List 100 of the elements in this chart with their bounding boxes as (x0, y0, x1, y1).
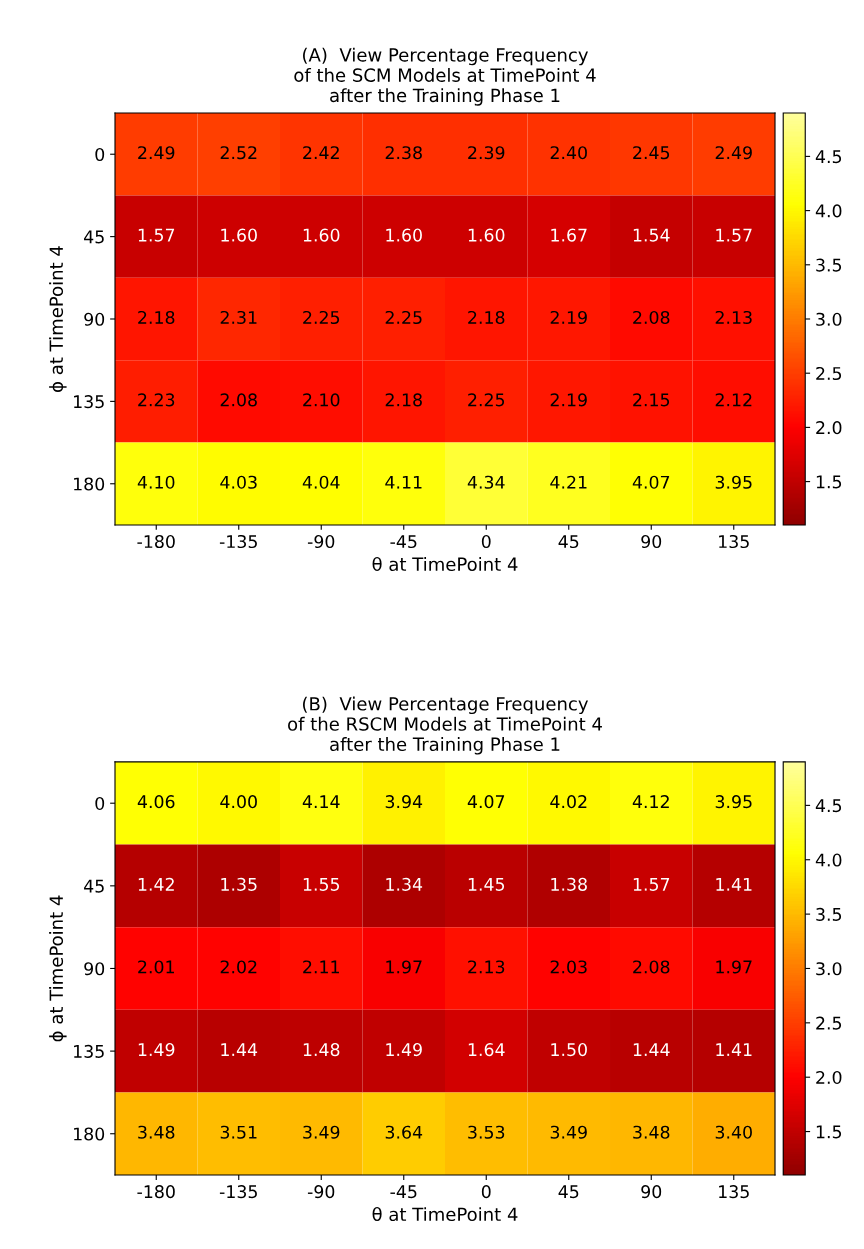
color-bar-label: 1.5 (816, 475, 842, 489)
data-label: 2.01 (138, 960, 174, 974)
x-tick-label: 90 (641, 1185, 662, 1199)
data-label: 4.02 (550, 795, 587, 809)
data-label: 4.03 (220, 475, 257, 489)
color-bar-label: 2.5 (816, 366, 842, 381)
data-label: 3.48 (138, 1125, 175, 1139)
data-label: 1.41 (716, 1043, 752, 1056)
x-tick-label: -135 (219, 1185, 257, 1199)
chart-title: (B) View Percentage Frequency of the RSCM Models at TimePoint 4 after the Training Phase 1 (288, 696, 602, 755)
data-label: 1.97 (716, 960, 752, 974)
x-tick-label: -135 (219, 534, 257, 549)
data-label: 2.13 (468, 960, 505, 974)
data-label: 1.60 (468, 228, 505, 242)
x-tick-label: -45 (390, 1185, 417, 1199)
data-label: 2.10 (303, 393, 340, 407)
x-tick-label: -180 (137, 1185, 175, 1199)
data-label: 2.19 (550, 393, 587, 407)
data-label: 2.25 (303, 310, 340, 325)
x-tick-label: 45 (558, 1185, 579, 1199)
data-label: 1.60 (221, 228, 257, 242)
data-label: 2.25 (468, 393, 505, 407)
data-label: 1.60 (386, 228, 422, 242)
data-label: 1.55 (303, 877, 340, 891)
data-label: 1.49 (386, 1043, 422, 1057)
data-label: 1.64 (468, 1043, 505, 1057)
data-label: 2.42 (303, 146, 339, 160)
color-bar-label: 3.5 (816, 907, 842, 921)
data-label: 4.00 (220, 795, 257, 809)
data-label: 4.11 (385, 475, 422, 489)
data-label: 2.40 (550, 146, 587, 160)
x-tick-label: 45 (558, 535, 579, 549)
data-label: 1.67 (551, 228, 587, 242)
data-label: 4.21 (550, 475, 587, 489)
x-axis-title: θ at TimePoint 4 (372, 556, 518, 572)
x-tick-label: -180 (137, 534, 175, 549)
data-label: 3.49 (303, 1125, 340, 1139)
color-bar-label: 1.5 (816, 1125, 842, 1139)
x-tick-label: 135 (719, 1185, 749, 1199)
color-bar-label: 2.0 (816, 1070, 842, 1085)
data-label: 4.06 (137, 795, 175, 809)
color-bar-label: 3.0 (816, 962, 842, 976)
color-bar-label: 4.0 (815, 204, 842, 218)
data-label: 4.12 (632, 795, 669, 808)
data-label: 3.51 (220, 1125, 257, 1139)
data-label: 1.38 (551, 877, 587, 891)
y-tick-label: 0 (95, 796, 105, 811)
data-label: 2.18 (468, 310, 505, 325)
data-label: 1.57 (633, 877, 670, 891)
chart-title: (A) View Percentage Frequency of the SCM Models at TimePoint 4 after the Training Phase 1 (294, 47, 596, 106)
data-label: 3.94 (385, 795, 423, 809)
data-label: 1.34 (386, 877, 423, 891)
data-label: 2.38 (385, 146, 422, 160)
y-tick-label: 45 (84, 879, 104, 893)
y-tick-label: 180 (74, 477, 105, 491)
data-label: 1.45 (468, 877, 505, 891)
data-label: 1.54 (633, 228, 670, 242)
x-tick-label: -90 (307, 534, 335, 549)
data-label: 2.45 (633, 146, 670, 160)
data-label: 4.10 (137, 475, 175, 489)
data-label: 4.04 (302, 475, 340, 489)
data-label: 2.19 (550, 310, 587, 325)
data-label: 2.08 (633, 310, 670, 325)
y-tick-label: 0 (95, 147, 105, 162)
data-label: 2.25 (385, 310, 422, 325)
data-label: 3.64 (385, 1125, 423, 1139)
y-tick-label: 135 (74, 395, 104, 409)
x-axis-title: θ at TimePoint 4 (372, 1207, 518, 1222)
data-label: 4.34 (467, 475, 505, 489)
color-bar-label: 4.5 (815, 150, 842, 164)
x-tick-label: 90 (641, 534, 662, 549)
color-bar-label: 4.5 (815, 799, 842, 813)
y-axis-title: ϕ at TimePoint 4 (49, 895, 67, 1042)
data-label: 2.23 (138, 393, 175, 407)
x-tick-label: -90 (307, 1185, 335, 1199)
data-label: 2.02 (220, 960, 257, 974)
color-bar-label: 4.0 (815, 853, 842, 867)
x-tick-label: 0 (481, 1185, 491, 1199)
color-bar-label: 3.5 (816, 258, 842, 272)
data-label: 3.53 (468, 1125, 505, 1139)
data-label: 1.35 (221, 877, 257, 891)
data-label: 3.49 (550, 1125, 587, 1139)
color-bar-label: 2.0 (816, 421, 842, 435)
data-label: 1.49 (138, 1043, 175, 1057)
color-bar-label: 3.0 (816, 312, 842, 326)
y-tick-label: 90 (84, 962, 105, 976)
data-label: 2.13 (715, 310, 752, 325)
x-tick-label: 135 (719, 534, 749, 549)
x-tick-label: -45 (390, 535, 417, 549)
data-label: 3.48 (633, 1125, 670, 1139)
data-label: 1.57 (716, 228, 752, 242)
y-axis-title: ϕ at TimePoint 4 (49, 246, 67, 392)
data-label: 3.95 (715, 475, 752, 489)
data-label: 2.15 (633, 393, 670, 407)
data-label: 2.12 (715, 393, 752, 407)
data-label: 1.50 (551, 1043, 587, 1057)
data-label: 2.11 (303, 960, 339, 974)
data-label: 2.39 (468, 146, 505, 160)
data-label: 2.18 (138, 310, 175, 325)
data-label: 2.08 (220, 393, 257, 407)
